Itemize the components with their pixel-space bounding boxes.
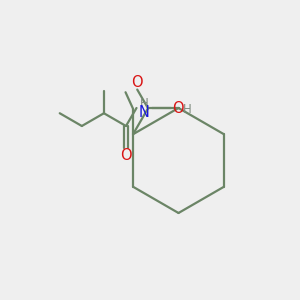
Text: O: O (172, 101, 184, 116)
Text: H: H (183, 103, 191, 116)
Text: O: O (131, 76, 143, 91)
Text: N: N (139, 105, 149, 120)
Text: O: O (120, 148, 132, 164)
Text: H: H (140, 97, 148, 110)
